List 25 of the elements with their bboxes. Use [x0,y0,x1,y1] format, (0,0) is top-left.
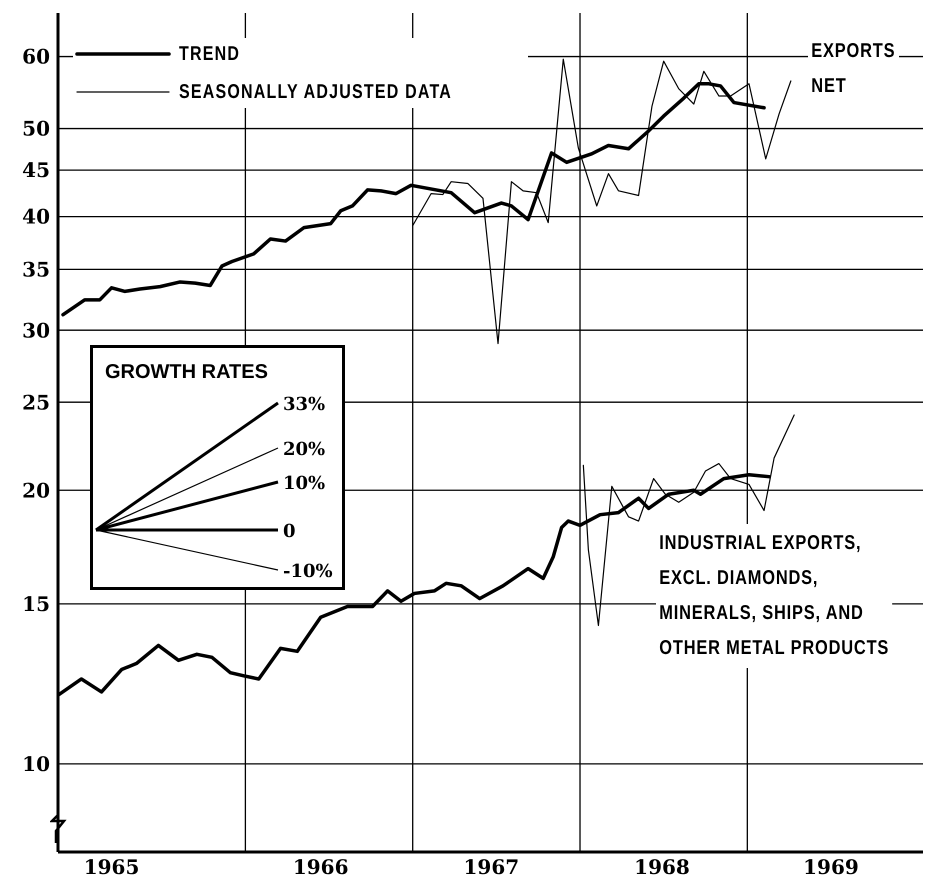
annotation: 33% [283,394,326,415]
y-tick-label: 15 [22,592,50,616]
y-tick-label: 40 [22,204,50,229]
y-tick-label: 35 [22,257,50,282]
y-tick-label: 45 [22,158,50,182]
y-tick-label: 25 [22,390,50,414]
y-tick-label: 20 [22,478,50,502]
annotation: EXPORTS NET [811,39,896,99]
annotation: 20% [283,439,326,460]
annotation: INDUSTRIAL EXPORTS, EXCL. DIAMONDS, MINERALS, SHIPS, AND OTHER METAL PRODUCTS [659,526,890,666]
x-tick-label: 1967 [464,855,520,880]
y-tick-label: 10 [22,752,50,776]
x-tick-label: 1968 [634,855,690,880]
legend-label: SEASONALLY ADJUSTED DATA [179,80,452,104]
y-tick-label: 60 [22,44,50,69]
y-tick-label: 30 [22,318,50,342]
y-tick-label: 50 [22,116,50,141]
legend-label: TREND [179,42,240,66]
x-tick-label: 1966 [292,855,349,880]
x-tick-label: 1965 [84,855,140,880]
annotation: GROWTH RATES [105,361,268,383]
annotation: 0 [283,521,296,542]
annotation: -10% [283,561,333,582]
x-tick-label: 1969 [803,855,859,880]
annotation: 10% [283,473,326,494]
